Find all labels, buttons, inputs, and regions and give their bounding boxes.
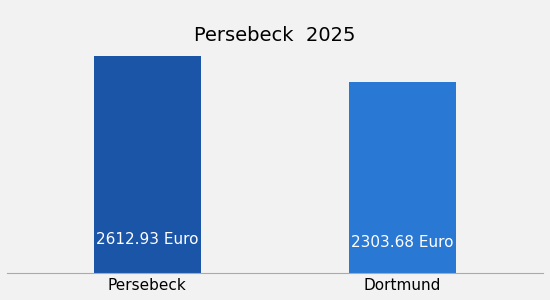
Bar (349, 82, 456, 273)
Bar (94, 56, 201, 273)
Text: 2612.93 Euro: 2612.93 Euro (96, 232, 199, 247)
Text: Persebeck  2025: Persebeck 2025 (194, 26, 356, 45)
Text: 2303.68 Euro: 2303.68 Euro (351, 235, 454, 250)
